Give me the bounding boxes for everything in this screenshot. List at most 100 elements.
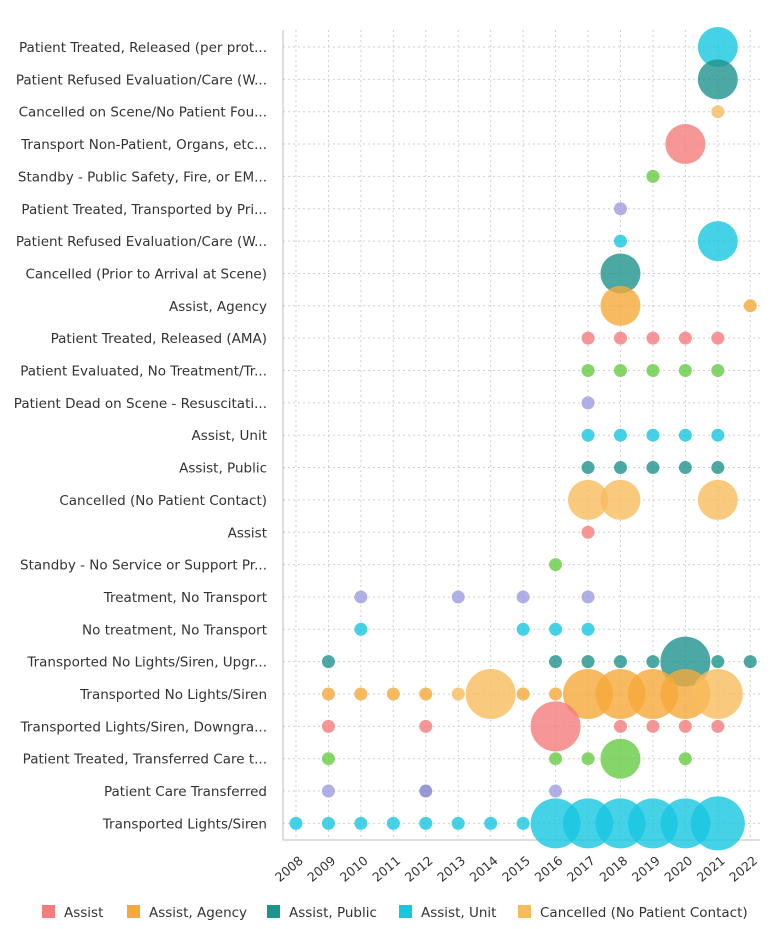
bubble[interactable] (549, 655, 563, 669)
bubble[interactable] (613, 331, 627, 345)
bubble[interactable] (711, 655, 725, 669)
bubble[interactable] (711, 461, 725, 475)
bubble[interactable] (743, 655, 757, 669)
bubble[interactable] (646, 331, 660, 345)
bubble[interactable] (516, 687, 530, 701)
bubble[interactable] (613, 202, 627, 216)
bubble[interactable] (613, 364, 627, 377)
x-axis-labels: 2008200920102011201220132014201520162017… (272, 853, 760, 885)
bubble[interactable] (581, 331, 595, 345)
bubble[interactable] (581, 590, 595, 604)
bubble[interactable] (516, 622, 530, 636)
bubble[interactable] (321, 816, 335, 830)
bubble[interactable] (451, 687, 465, 701)
bubble[interactable] (568, 479, 609, 520)
bubble[interactable] (678, 752, 692, 766)
bubble[interactable] (613, 719, 627, 733)
bubble[interactable] (646, 428, 660, 442)
x-tick-label: 2022 (726, 853, 760, 885)
bubble[interactable] (660, 798, 711, 849)
bubble[interactable] (354, 622, 368, 636)
bubble[interactable] (386, 687, 400, 701)
bubble[interactable] (581, 525, 595, 539)
bubble[interactable] (697, 221, 738, 262)
bubble[interactable] (743, 299, 757, 313)
legend-label[interactable]: Cancelled (No Patient Contact) (540, 905, 748, 921)
bubble[interactable] (419, 687, 433, 701)
bubble[interactable] (678, 719, 692, 733)
bubble[interactable] (581, 428, 595, 442)
bubble[interactable] (321, 784, 335, 798)
bubble[interactable] (530, 701, 581, 752)
bubble[interactable] (289, 816, 303, 830)
bubble[interactable] (321, 687, 335, 701)
bubble[interactable] (386, 816, 400, 830)
bubble[interactable] (549, 784, 563, 798)
bubble[interactable] (711, 428, 725, 442)
bubble[interactable] (692, 669, 743, 719)
y-axis-labels: Patient Treated, Released (per prot... Pa… (14, 40, 267, 832)
bubble[interactable] (613, 655, 627, 669)
bubble[interactable] (711, 719, 725, 733)
bubble[interactable] (321, 752, 335, 766)
bubble[interactable] (646, 169, 660, 183)
bubble[interactable] (646, 719, 660, 733)
bubble[interactable] (678, 331, 692, 345)
bubble[interactable] (697, 59, 738, 100)
bubble[interactable] (678, 364, 692, 377)
bubble[interactable] (354, 590, 368, 604)
bubble[interactable] (581, 655, 595, 669)
x-tick-label: 2014 (467, 853, 501, 885)
bubble[interactable] (419, 784, 433, 798)
x-tick-label: 2008 (272, 853, 306, 885)
legend-label[interactable]: Assist, Public (289, 905, 377, 921)
bubble[interactable] (451, 590, 465, 604)
bubble[interactable] (600, 285, 641, 326)
bubble[interactable] (549, 558, 563, 572)
bubble[interactable] (419, 816, 433, 830)
bubble[interactable] (516, 590, 530, 604)
bubble[interactable] (665, 124, 706, 165)
bubble[interactable] (711, 364, 725, 377)
bubble[interactable] (354, 816, 368, 830)
bubble[interactable] (600, 479, 641, 520)
bubble[interactable] (678, 461, 692, 475)
bubble[interactable] (581, 461, 595, 475)
bubble[interactable] (549, 687, 563, 701)
bubble[interactable] (646, 364, 660, 377)
bubble[interactable] (549, 622, 563, 636)
bubble[interactable] (711, 331, 725, 345)
bubble[interactable] (600, 738, 641, 779)
y-tick-label: Patient Treated, Released (per prot... (19, 40, 267, 56)
bubble[interactable] (613, 428, 627, 442)
bubble[interactable] (321, 719, 335, 733)
bubble[interactable] (613, 234, 627, 248)
bubble[interactable] (581, 396, 595, 410)
y-tick-label: Patient Dead on Scene - Resuscitati... (14, 396, 267, 412)
bubble[interactable] (581, 364, 595, 377)
y-tick-label: Assist (228, 525, 267, 541)
bubble[interactable] (581, 622, 595, 636)
bubble[interactable] (600, 253, 641, 294)
bubble[interactable] (516, 816, 530, 830)
bubble[interactable] (697, 479, 738, 520)
bubble[interactable] (678, 428, 692, 442)
bubble[interactable] (484, 816, 498, 830)
bubble[interactable] (321, 655, 335, 669)
bubble[interactable] (646, 461, 660, 475)
bubble[interactable] (419, 719, 433, 733)
bubble[interactable] (451, 816, 465, 830)
y-tick-label: No treatment, No Transport (82, 622, 267, 638)
bubble[interactable] (697, 27, 738, 67)
bubble[interactable] (354, 687, 368, 701)
bubble[interactable] (711, 105, 725, 119)
legend-label[interactable]: Assist (64, 905, 103, 921)
bubble[interactable] (613, 461, 627, 475)
bubble[interactable] (581, 752, 595, 766)
legend-label[interactable]: Assist, Agency (149, 905, 247, 921)
bubble[interactable] (465, 669, 516, 719)
legend-label[interactable]: Assist, Unit (421, 905, 496, 921)
bubble[interactable] (646, 655, 660, 669)
bubble[interactable] (549, 752, 563, 766)
